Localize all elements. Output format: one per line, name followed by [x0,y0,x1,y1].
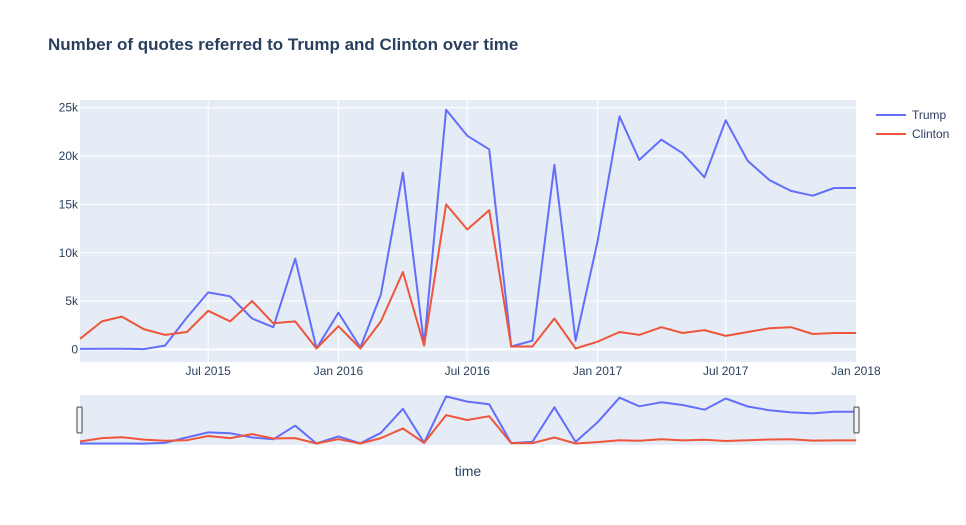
range-slider-lines [79,395,856,445]
x-tick-label: Jul 2017 [703,364,749,378]
series-line-trump [79,108,856,351]
legend-item-clinton[interactable]: Clinton [876,127,949,141]
legend[interactable]: Trump Clinton [876,108,949,141]
x-tick-label: Jul 2015 [185,364,231,378]
x-tick-label: Jan 2016 [314,364,364,378]
series-lines [79,108,856,351]
y-tick-label: 15k [59,197,79,211]
range-slider-line-trump [80,395,856,445]
y-axis-ticks: 0 5k 10k 15k 20k 25k [59,101,79,357]
y-tick-label: 25k [59,101,79,115]
x-axis-ticks: Jul 2015 Jan 2016 Jul 2016 Jan 2017 Jul 2017… [185,364,881,378]
chart-title: Number of quotes referred to Trump and C… [48,35,518,54]
x-tick-label: Jan 2017 [573,364,623,378]
legend-item-trump[interactable]: Trump [876,108,947,122]
y-tick-label: 0 [71,342,78,356]
series-line-clinton [79,203,856,350]
x-axis-title: time [455,463,482,479]
range-slider-line-clinton [79,414,856,445]
legend-label: Trump [912,108,947,122]
y-tick-label: 20k [59,149,79,163]
y-tick-label: 5k [65,294,79,308]
x-tick-label: Jan 2018 [831,364,881,378]
grid-lines [80,100,856,362]
y-tick-label: 10k [59,246,79,260]
legend-label: Clinton [912,127,949,141]
plot-area [80,100,856,362]
range-slider[interactable] [76,395,860,445]
range-slider-right-handle[interactable] [853,406,860,434]
x-tick-label: Jul 2016 [445,364,491,378]
range-slider-left-handle[interactable] [76,406,83,434]
